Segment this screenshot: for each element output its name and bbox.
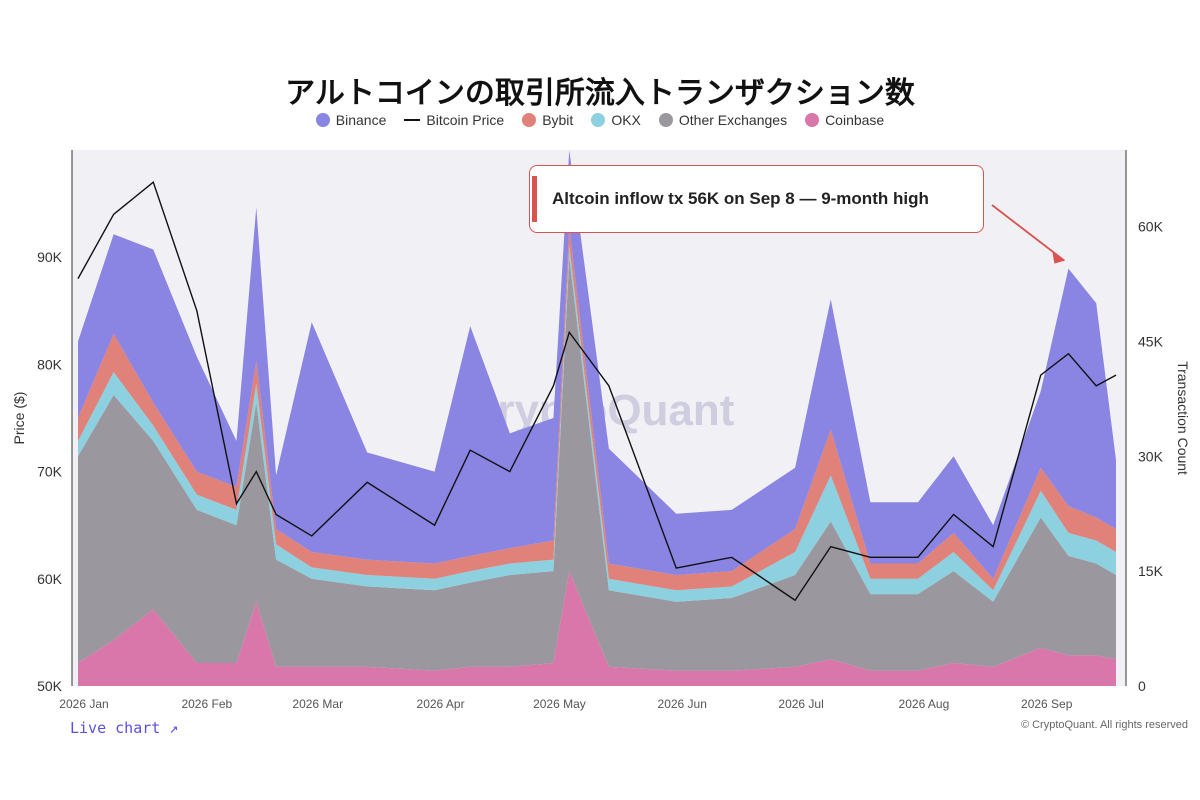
y-left-tick-label: 90K — [37, 249, 63, 265]
legend-item-bybit[interactable]: Bybit — [522, 112, 573, 128]
x-tick-label: 2026 Aug — [899, 697, 950, 711]
legend-swatch — [404, 119, 421, 121]
y-right-tick-label: 60K — [1138, 219, 1164, 235]
annotation-text: Altcoin inflow tx 56K on Sep 8 — 9-month… — [552, 189, 929, 208]
legend-item-bitcoin-price[interactable]: Bitcoin Price — [404, 112, 504, 128]
bitcoin-price-line — [77, 180, 1117, 602]
legend-label: Bybit — [542, 112, 574, 128]
area-binance — [78, 150, 1116, 579]
chart-legend: Binance Bitcoin Price Bybit OKX Other Exchan… — [0, 112, 1200, 128]
x-tick-label: 2026 Mar — [292, 697, 343, 711]
x-tick-label: 2026 Jan — [59, 697, 108, 711]
legend-label: Bitcoin Price — [426, 112, 505, 128]
legend-label: Coinbase — [825, 112, 885, 128]
y-right-tick-label: 15K — [1138, 563, 1164, 579]
area-other-exchanges — [78, 257, 1116, 671]
y-right-axis-label: Transaction Count — [1175, 361, 1191, 475]
y-right-tick-label: 45K — [1138, 333, 1164, 349]
annotation-box: Altcoin inflow tx 56K on Sep 8 — 9-month… — [529, 165, 984, 233]
copyright-text: © CryptoQuant. All rights reserved — [1020, 719, 1188, 731]
y-left-tick-label: 60K — [37, 571, 63, 587]
legend-swatch — [522, 113, 537, 127]
x-tick-label: 2026 May — [533, 697, 586, 711]
legend-swatch — [315, 113, 330, 127]
annotation-arrow — [991, 204, 1066, 262]
y-right-tick-label: 0 — [1138, 678, 1146, 694]
annotation-arrowhead — [1052, 252, 1065, 264]
legend-item-okx[interactable]: OKX — [591, 112, 641, 128]
y-left-tick-label: 50K — [37, 678, 63, 694]
area-okx — [78, 245, 1116, 602]
legend-item-coinbase[interactable]: Coinbase — [805, 112, 884, 128]
y-left-tick-label: 80K — [37, 356, 63, 372]
x-tick-label: 2026 Feb — [181, 697, 232, 711]
x-tick-label: 2026 Sep — [1021, 697, 1073, 711]
legend-swatch — [805, 113, 820, 127]
annotation-accent-bar — [532, 176, 537, 222]
x-tick-label: 2026 Jun — [658, 697, 707, 711]
legend-label: Binance — [335, 112, 387, 128]
legend-item-binance[interactable]: Binance — [315, 112, 387, 128]
legend-label: OKX — [611, 112, 641, 128]
live-chart-link[interactable]: Live chart ↗ — [70, 719, 179, 737]
x-tick-label: 2026 Jul — [778, 697, 823, 711]
y-right-tick-label: 30K — [1138, 448, 1164, 464]
legend-item-other-exchanges[interactable]: Other Exchanges — [658, 112, 788, 128]
area-coinbase — [78, 571, 1116, 686]
legend-swatch — [591, 113, 606, 127]
legend-label: Other Exchanges — [678, 112, 788, 128]
y-left-axis-label: Price ($) — [11, 392, 27, 445]
legend-swatch — [658, 113, 673, 127]
chart-title: アルトコインの取引所流入トランザクション数 — [285, 76, 915, 111]
y-left-tick-label: 70K — [37, 464, 63, 480]
x-tick-label: 2026 Apr — [417, 697, 465, 711]
